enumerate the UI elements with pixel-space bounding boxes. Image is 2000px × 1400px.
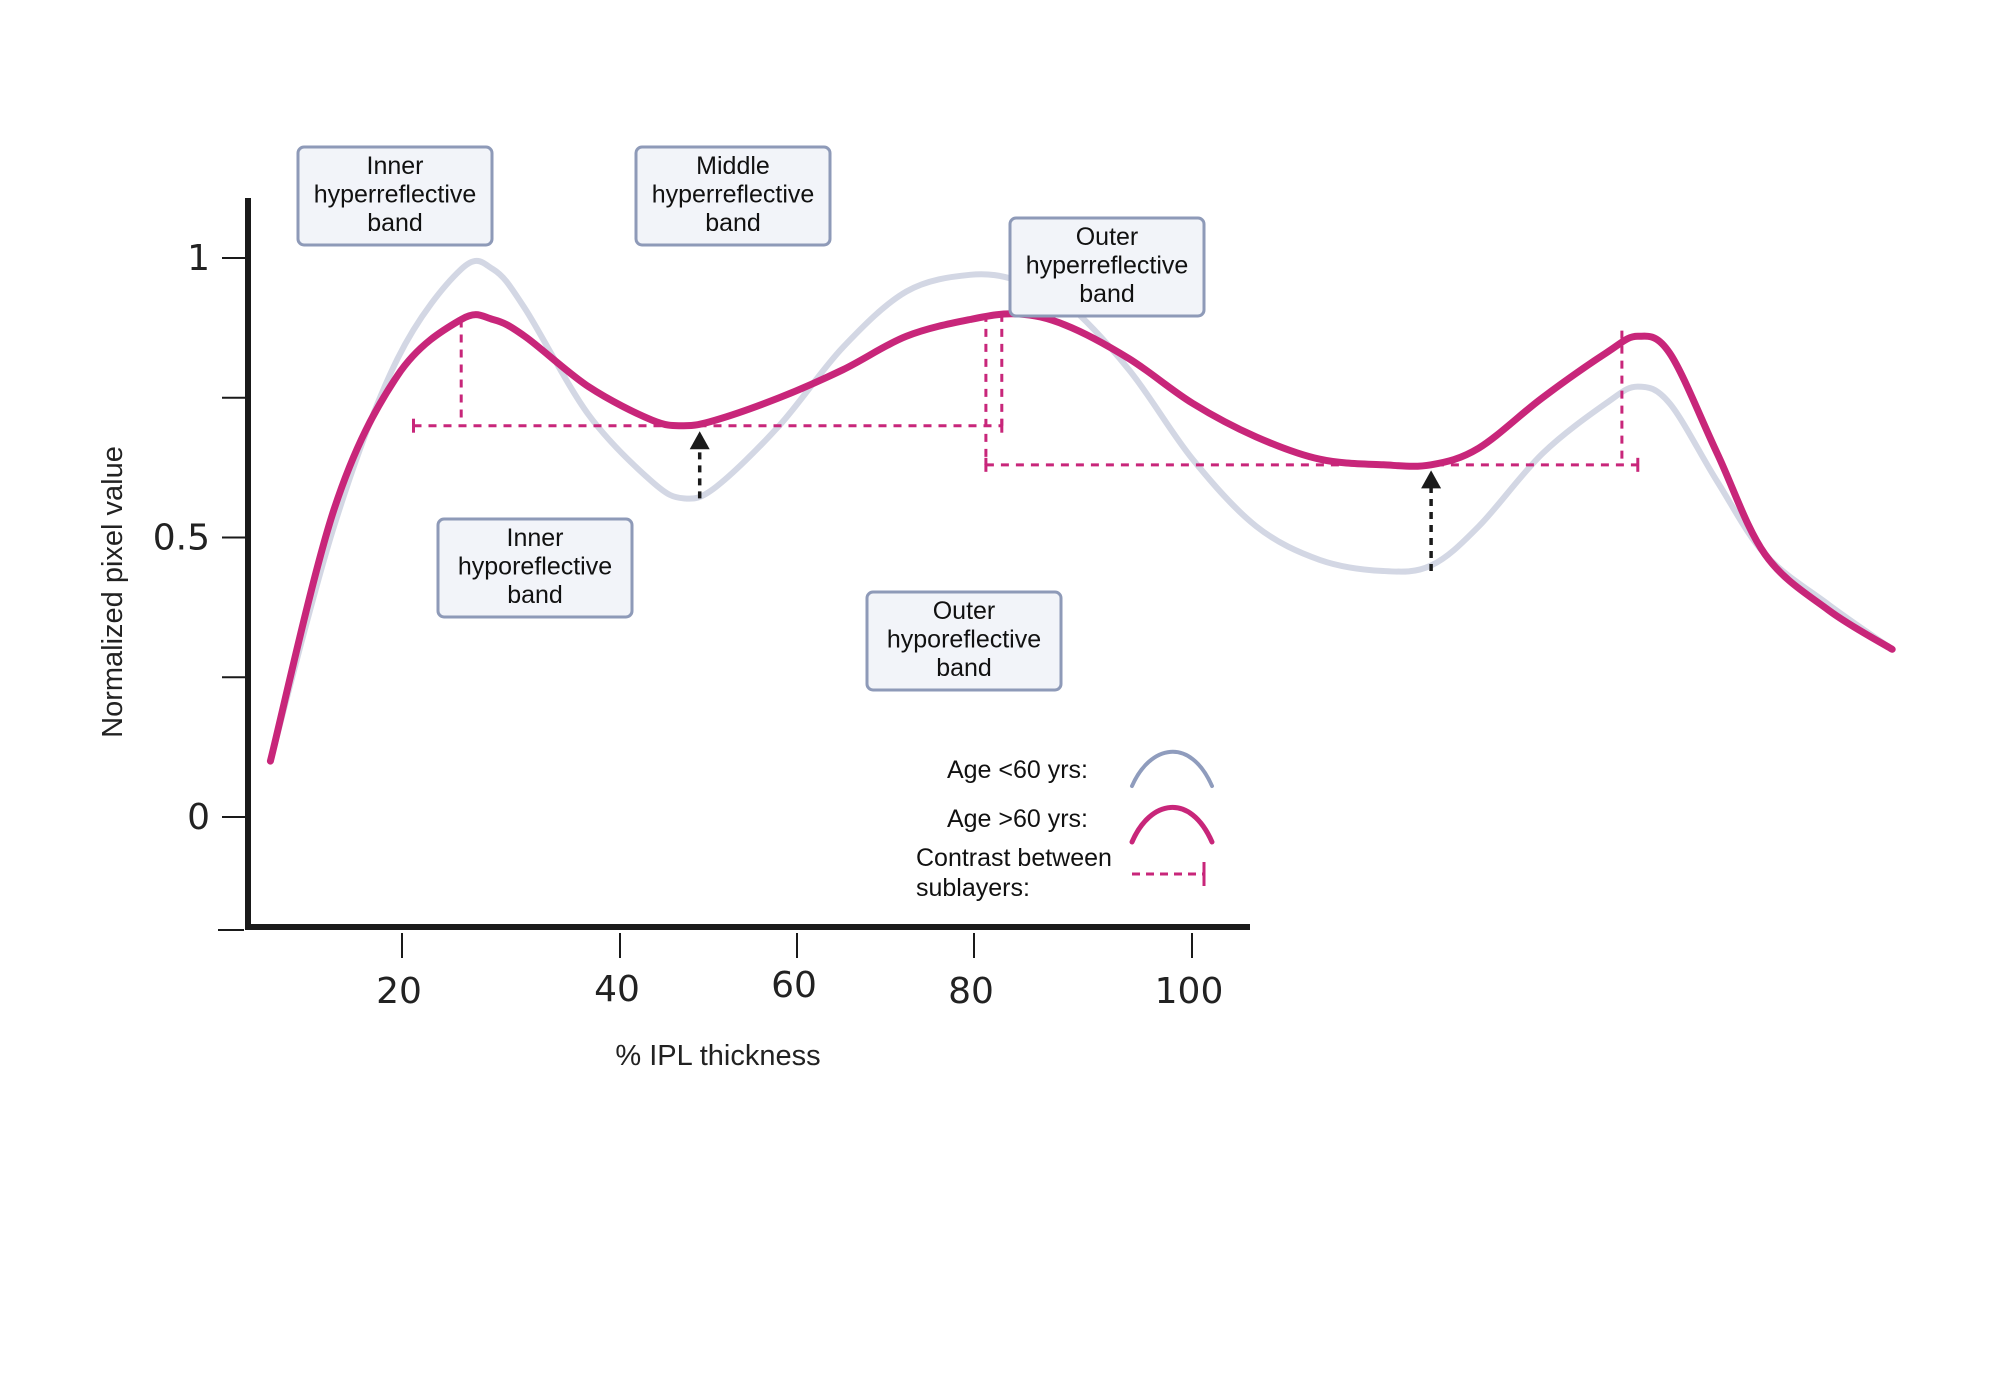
annotation-box: [634, 145, 832, 247]
contrast-layer: [412, 313, 1640, 472]
annotation-layer: InnerhyperreflectivebandMiddlehyperrefle…: [296, 145, 1206, 692]
annotation-text: band: [936, 654, 992, 682]
annotation-text: band: [1079, 280, 1135, 308]
annotation-text: Inner: [507, 524, 564, 552]
annotation-text: band: [507, 581, 563, 609]
y-tick-label: 0.5: [153, 518, 210, 559]
legend-label-contrast: sublayers:: [916, 874, 1030, 902]
legend-label-under-60: Age <60 yrs:: [947, 756, 1088, 784]
legend-arc-under-60-icon: [1130, 749, 1214, 788]
y-tick-label: 1: [187, 238, 210, 279]
legend-label-contrast: Contrast between: [916, 844, 1112, 872]
axes: 0 0.5 1 20 40 60 80 100: [153, 198, 1250, 1012]
annotation-box: [296, 145, 494, 247]
legend: Age <60 yrs: Age >60 yrs: Contrast between…: [916, 749, 1215, 902]
legend-arc-over-60-icon: [1129, 805, 1215, 845]
annotation-text: hyporeflective: [887, 626, 1041, 654]
annotation-text: Outer: [1076, 223, 1139, 251]
annotation-box: [1008, 216, 1206, 318]
annotation-box: [436, 517, 634, 619]
x-tick-label: 60: [771, 965, 817, 1006]
annotation-text: band: [705, 209, 761, 237]
annotation-text: Inner: [367, 152, 424, 180]
annotation-text: Outer: [933, 597, 996, 625]
arrow-head-icon: [1421, 470, 1442, 489]
series-age-over-60-line: [266, 310, 1896, 765]
x-tick-label: 20: [376, 971, 422, 1012]
annotation-text: hyperreflective: [314, 181, 477, 209]
annotation-box: [865, 590, 1063, 692]
x-tick-label: 80: [948, 971, 994, 1012]
y-axis-title: Normalized pixel value: [97, 446, 129, 738]
series-layer: [266, 257, 1896, 765]
arrow-layer: [689, 431, 1442, 572]
x-tick-label: 40: [594, 969, 640, 1010]
y-tick-label: 0: [187, 797, 210, 838]
x-axis-title: % IPL thickness: [615, 1040, 820, 1072]
annotation-text: band: [367, 209, 423, 237]
annotation-text: hyporeflective: [458, 553, 612, 581]
x-tick-label: 100: [1155, 971, 1224, 1012]
annotation-text: Middle: [696, 152, 770, 180]
annotation-text: hyperreflective: [1026, 252, 1189, 280]
annotation-text: hyperreflective: [652, 181, 815, 209]
arrow-head-icon: [689, 431, 710, 450]
legend-label-over-60: Age >60 yrs:: [947, 805, 1088, 833]
